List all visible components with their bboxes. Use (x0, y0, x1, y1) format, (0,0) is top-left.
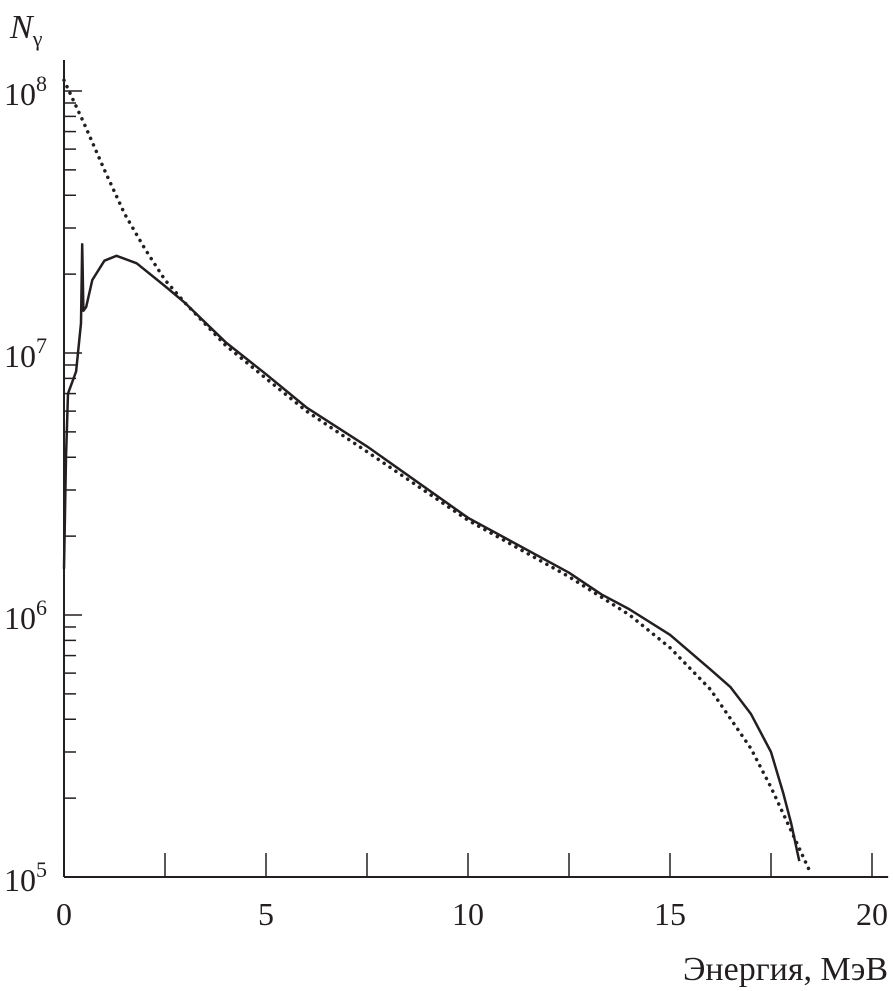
y-tick-label: 106 (4, 595, 47, 636)
solid-series-line (62, 243, 801, 862)
x-tick-label: 10 (452, 896, 484, 932)
series (62, 78, 814, 877)
x-tick-label: 15 (654, 896, 686, 932)
ticks: 0 5 10 15 20 105 106 107 108 (4, 71, 888, 932)
y-tick-label: 105 (4, 857, 47, 898)
x-tick-label: 0 (56, 896, 72, 932)
y-tick-label: 107 (4, 333, 47, 374)
axes (63, 60, 889, 878)
y-axis-label: Nγ (9, 9, 43, 51)
x-tick-label: 5 (258, 896, 274, 932)
x-tick-label: 20 (856, 896, 888, 932)
y-tick-label: 108 (4, 71, 47, 112)
dotted-series-line (62, 78, 814, 877)
x-axis-label: Энергия, МэВ (683, 951, 888, 988)
